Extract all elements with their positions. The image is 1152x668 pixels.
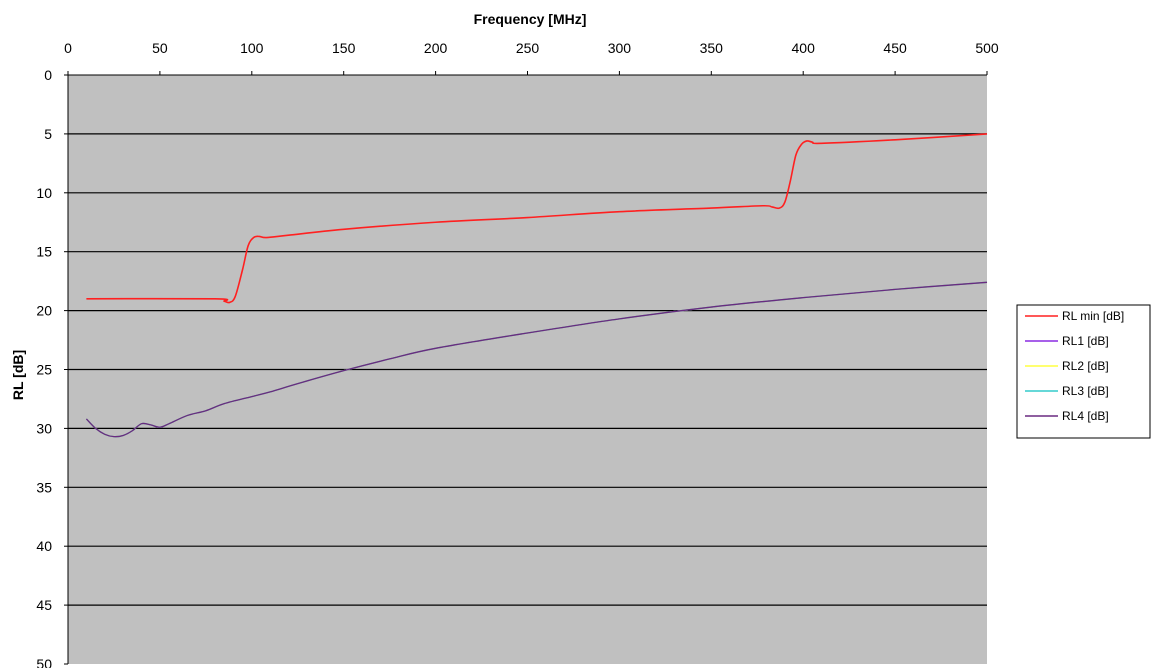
y-tick-label: 45	[36, 597, 52, 613]
y-tick-label: 5	[44, 126, 52, 142]
x-tick-label: 450	[883, 40, 907, 56]
x-tick-label: 500	[975, 40, 999, 56]
legend-items: RL min [dB] RL1 [dB] RL2 [dB] RL3 [dB] RL4 […	[1025, 309, 1124, 423]
series-line-rl-min	[86, 133, 988, 304]
x-tick-label: 400	[792, 40, 816, 56]
x-axis-ticks: 0 50 100 150 200 250 300 350 400 450 500	[64, 40, 999, 75]
y-tick-label: 15	[36, 244, 52, 260]
legend-label: RL min [dB]	[1062, 309, 1124, 323]
x-tick-label: 300	[608, 40, 632, 56]
x-tick-label: 150	[332, 40, 356, 56]
series-lines	[85, 133, 988, 438]
x-axis-title: Frequency [MHz]	[474, 11, 587, 27]
y-tick-label: 20	[36, 303, 52, 319]
legend: RL min [dB] RL1 [dB] RL2 [dB] RL3 [dB] RL4 […	[1016, 304, 1151, 439]
x-tick-label: 0	[64, 40, 72, 56]
y-tick-label: 25	[36, 362, 52, 378]
legend-label: RL1 [dB]	[1062, 334, 1109, 348]
y-tick-label: 50	[36, 656, 52, 668]
legend-label: RL3 [dB]	[1062, 384, 1109, 398]
x-tick-label: 250	[516, 40, 540, 56]
y-tick-label: 0	[44, 67, 52, 83]
y-axis-title: RL [dB]	[10, 350, 26, 400]
x-tick-label: 200	[424, 40, 448, 56]
x-tick-label: 100	[240, 40, 264, 56]
y-axis-ticks: 0 5 10 15 20 25 30 35 40 45 50	[36, 67, 68, 668]
x-tick-label: 50	[152, 40, 168, 56]
series-line-rl4	[85, 281, 988, 438]
y-tick-label: 40	[36, 538, 52, 554]
y-tick-label: 30	[36, 420, 52, 436]
x-tick-label: 350	[700, 40, 724, 56]
gridlines	[68, 133, 987, 606]
y-tick-label: 10	[36, 185, 52, 201]
legend-label: RL2 [dB]	[1062, 359, 1109, 373]
legend-label: RL4 [dB]	[1062, 409, 1109, 423]
y-tick-label: 35	[36, 479, 52, 495]
